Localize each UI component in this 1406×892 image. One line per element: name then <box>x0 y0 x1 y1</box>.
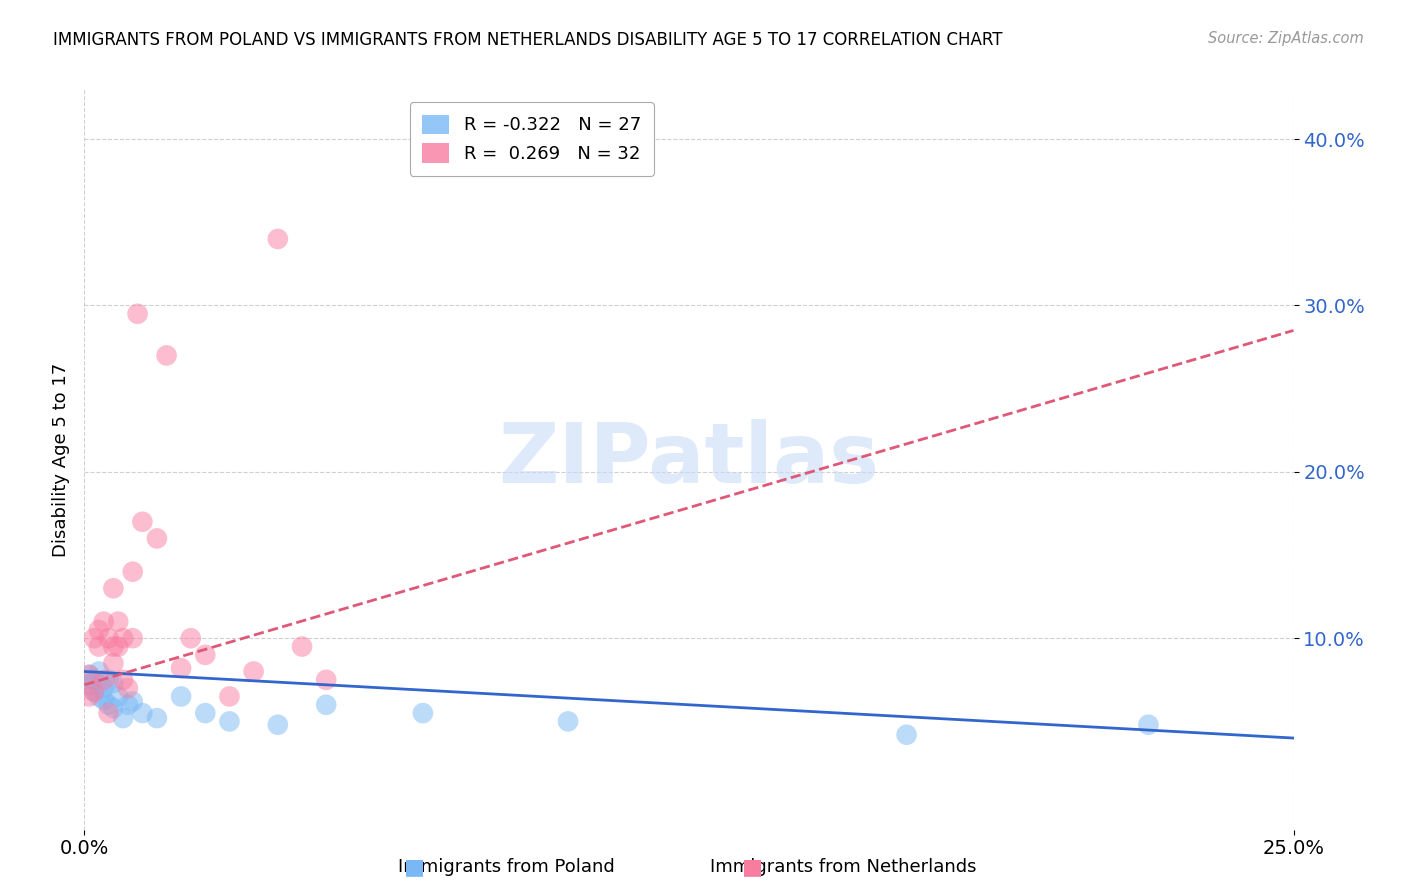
Text: Source: ZipAtlas.com: Source: ZipAtlas.com <box>1208 31 1364 46</box>
Point <box>896 728 918 742</box>
Point <box>117 681 139 695</box>
Point <box>121 694 143 708</box>
Point <box>315 698 337 712</box>
Point <box>121 632 143 646</box>
Text: ■: ■ <box>742 857 762 877</box>
Point <box>155 348 177 362</box>
Point <box>117 698 139 712</box>
Point <box>103 656 125 670</box>
Point <box>127 307 149 321</box>
Point <box>97 706 120 720</box>
Point <box>112 632 135 646</box>
Point <box>218 714 240 729</box>
Point <box>180 632 202 646</box>
Point <box>87 665 110 679</box>
Point <box>112 673 135 687</box>
Point <box>103 582 125 596</box>
Point <box>103 701 125 715</box>
Point <box>97 632 120 646</box>
Point <box>291 640 314 654</box>
Point <box>146 532 169 546</box>
Point <box>170 690 193 704</box>
Point <box>83 684 105 698</box>
Point <box>87 623 110 637</box>
Point <box>93 615 115 629</box>
Point <box>131 706 153 720</box>
Point <box>103 640 125 654</box>
Point <box>83 684 105 698</box>
Point <box>87 690 110 704</box>
Point <box>107 640 129 654</box>
Point <box>77 690 100 704</box>
Point <box>83 632 105 646</box>
Text: ZIPatlas: ZIPatlas <box>499 419 879 500</box>
Text: Immigrants from Netherlands: Immigrants from Netherlands <box>710 858 977 876</box>
Point <box>242 665 264 679</box>
Legend: R = -0.322   N = 27, R =  0.269   N = 32: R = -0.322 N = 27, R = 0.269 N = 32 <box>409 102 654 176</box>
Point <box>1137 717 1160 731</box>
Point <box>97 673 120 687</box>
Point <box>194 648 217 662</box>
Point <box>93 681 115 695</box>
Point <box>107 690 129 704</box>
Point <box>194 706 217 720</box>
Point <box>77 678 100 692</box>
Point <box>87 640 110 654</box>
Point <box>93 673 115 687</box>
Text: Immigrants from Poland: Immigrants from Poland <box>398 858 614 876</box>
Point <box>412 706 434 720</box>
Point <box>557 714 579 729</box>
Point <box>77 668 100 682</box>
Point <box>107 615 129 629</box>
Point <box>121 565 143 579</box>
Point <box>77 668 100 682</box>
Point <box>83 673 105 687</box>
Point <box>103 676 125 690</box>
Point <box>93 693 115 707</box>
Point <box>146 711 169 725</box>
Y-axis label: Disability Age 5 to 17: Disability Age 5 to 17 <box>52 362 70 557</box>
Point <box>112 711 135 725</box>
Point <box>170 661 193 675</box>
Text: ■: ■ <box>405 857 425 877</box>
Point <box>218 690 240 704</box>
Point <box>267 232 290 246</box>
Point <box>315 673 337 687</box>
Point <box>267 717 290 731</box>
Point <box>97 698 120 712</box>
Point <box>131 515 153 529</box>
Text: IMMIGRANTS FROM POLAND VS IMMIGRANTS FROM NETHERLANDS DISABILITY AGE 5 TO 17 COR: IMMIGRANTS FROM POLAND VS IMMIGRANTS FRO… <box>53 31 1002 49</box>
